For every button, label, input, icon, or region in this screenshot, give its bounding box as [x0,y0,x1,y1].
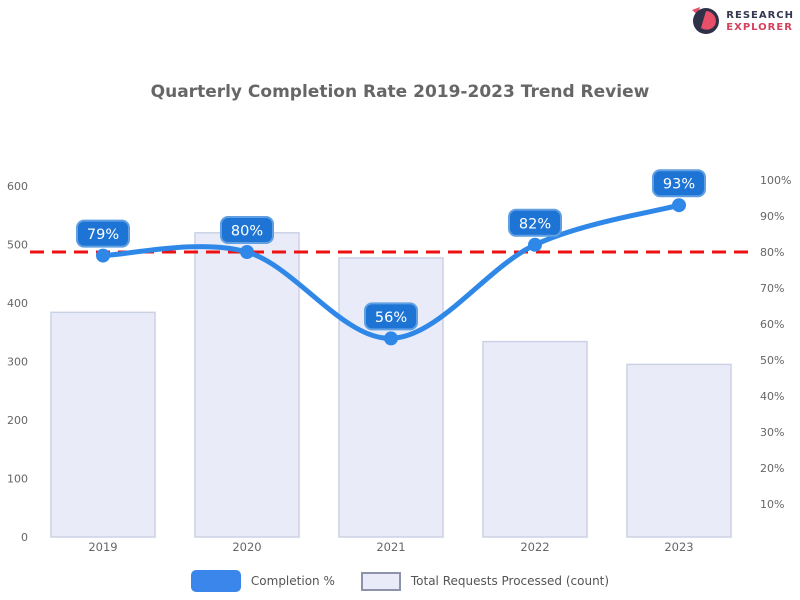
point-label-box [652,169,706,198]
legend-item-line[interactable]: Completion % [190,570,335,592]
right-axis-tick: 20% [760,462,784,475]
legend-item-bar[interactable]: Total Requests Processed (count) [360,571,610,591]
line-series-swatch [190,570,241,592]
point-label: 93% [663,177,695,193]
bar[interactable] [626,363,732,538]
x-axis-label: 2022 [520,540,549,554]
logo-line1: RESEARCH [726,10,794,21]
chart-title: Quarterly Completion Rate 2019-2023 Tren… [150,82,650,102]
left-axis-tick: 400 [7,297,28,310]
bar[interactable] [482,340,588,538]
point-label-box [76,219,130,248]
left-axis-tick: 300 [7,356,28,369]
point-label-box [508,208,562,237]
x-axis-label: 2020 [232,540,261,554]
left-axis-tick: 200 [7,414,28,427]
line-point-marker[interactable] [384,331,398,346]
right-axis-tick: 100% [760,174,791,187]
point-label: 79% [87,227,119,243]
x-axis-label: 2021 [376,540,405,554]
bar[interactable] [194,232,300,538]
left-axis-tick: 100 [7,473,28,486]
right-axis-tick: 50% [760,354,784,367]
left-axis-tick: 500 [7,239,28,252]
pie-circle-icon [689,4,720,39]
line-point-marker[interactable] [672,198,686,213]
right-axis-tick: 90% [760,210,784,223]
right-axis-tick: 70% [760,282,784,295]
bar[interactable] [338,257,444,538]
line-point-marker[interactable] [528,237,542,252]
point-label-box [220,216,274,244]
logo-line2: EXPLORER [726,21,793,33]
point-label: 80% [231,224,263,240]
left-axis-tick: 0 [21,531,28,544]
right-axis-tick: 80% [760,246,784,259]
right-axis-tick: 40% [760,390,784,403]
right-axis-tick: 60% [760,318,784,331]
logo: RESEARCH EXPLORER [689,4,794,39]
x-axis-label: 2023 [664,540,693,554]
bar-series-swatch [360,571,401,591]
line-point-marker[interactable] [96,248,110,263]
line-point-marker[interactable] [240,245,254,259]
bar-series-label: Total Requests Processed (count) [410,574,610,588]
x-axis-label: 2019 [88,540,117,554]
point-label: 56% [375,310,407,326]
left-axis-tick: 600 [7,180,28,193]
point-label-box [364,302,418,331]
legend: Completion % Total Requests Processed (c… [0,570,800,592]
bar[interactable] [50,311,156,538]
right-axis-tick: 10% [760,498,784,511]
line-series-label: Completion % [250,574,335,588]
right-axis-tick: 30% [760,426,784,439]
point-label: 82% [519,216,551,232]
